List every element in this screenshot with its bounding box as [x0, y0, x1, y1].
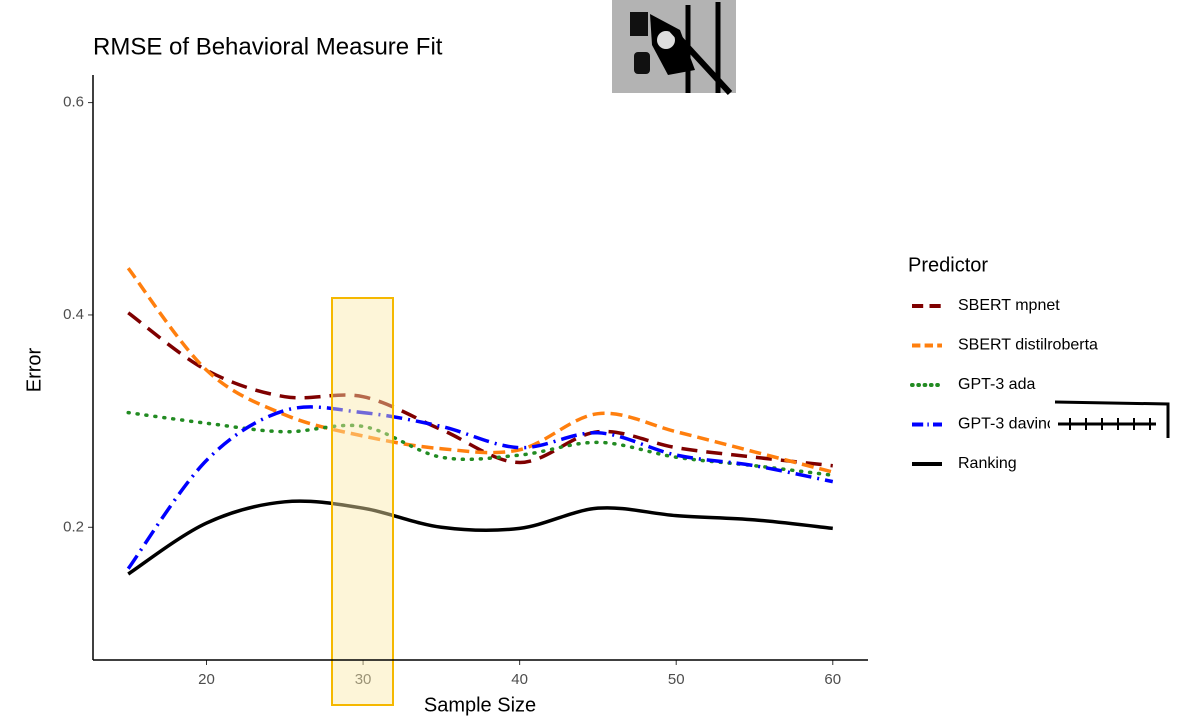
- series-line: [127, 499, 833, 576]
- x-tick-label: 30: [355, 671, 372, 688]
- series-line: [126, 405, 834, 570]
- series-line: [126, 410, 835, 478]
- x-tick-label: 20: [198, 671, 215, 688]
- y-tick-label: 0.2: [63, 518, 84, 535]
- legend: SBERT mpnet SBERT distilroberta GPT-3 ada G…: [910, 297, 1098, 472]
- plot-area: 20 30 40 50 60 0.2 0.4 0.6: [63, 94, 841, 688]
- x-axis-title: Sample Size: [424, 694, 536, 716]
- chart-title: RMSE of Behavioral Measure Fit: [93, 33, 443, 60]
- doodle: [612, 0, 1170, 438]
- y-axis-title: Error: [23, 347, 45, 392]
- legend-label: SBERT distilroberta: [958, 337, 1098, 354]
- x-tick-label: 50: [668, 671, 685, 688]
- series-line: [127, 311, 833, 468]
- x-tick-label: 60: [824, 671, 841, 688]
- legend-label: Ranking: [958, 455, 1017, 472]
- legend-title: Predictor: [908, 254, 988, 276]
- legend-label: SBERT mpnet: [958, 297, 1060, 314]
- x-tick-label: 40: [511, 671, 528, 688]
- legend-label: GPT-3 ada: [958, 376, 1035, 393]
- legend-label: GPT-3 davinci: [958, 416, 1058, 433]
- series-line: [126, 267, 834, 474]
- y-tick-label: 0.4: [63, 306, 84, 323]
- highlight-box: [331, 297, 394, 706]
- y-tick-label: 0.6: [63, 94, 84, 111]
